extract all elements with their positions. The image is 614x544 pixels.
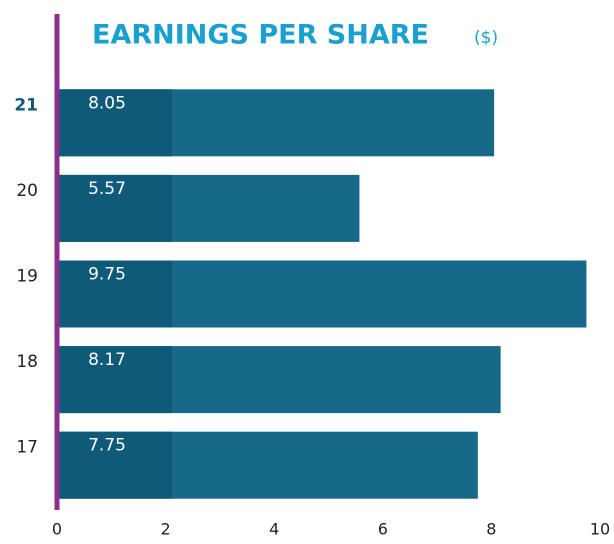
label-box xyxy=(57,89,172,157)
y-tick-label: 18 xyxy=(16,352,38,372)
label-box xyxy=(57,431,172,499)
value-label: 7.75 xyxy=(88,436,126,456)
y-tick-label: 21 xyxy=(14,95,38,115)
chart-unit: ($) xyxy=(474,28,498,48)
value-label: 9.75 xyxy=(88,265,126,285)
label-box xyxy=(57,346,172,414)
y-tick-label: 20 xyxy=(16,181,38,201)
y-tick-label: 19 xyxy=(16,267,38,287)
x-tick-label: 4 xyxy=(269,520,279,539)
x-tick-label: 0 xyxy=(52,520,62,539)
value-label: 5.57 xyxy=(88,179,126,199)
x-tick-label: 8 xyxy=(486,520,496,539)
x-tick-label: 10 xyxy=(590,520,610,539)
value-label: 8.05 xyxy=(88,93,126,113)
label-box xyxy=(57,260,172,328)
chart-title: EARNINGS PER SHARE xyxy=(92,20,429,51)
x-tick-label: 6 xyxy=(378,520,388,539)
x-tick-label: 2 xyxy=(161,520,171,539)
label-box xyxy=(57,174,172,242)
y-tick-label: 17 xyxy=(16,438,38,458)
value-label: 8.17 xyxy=(88,350,126,370)
